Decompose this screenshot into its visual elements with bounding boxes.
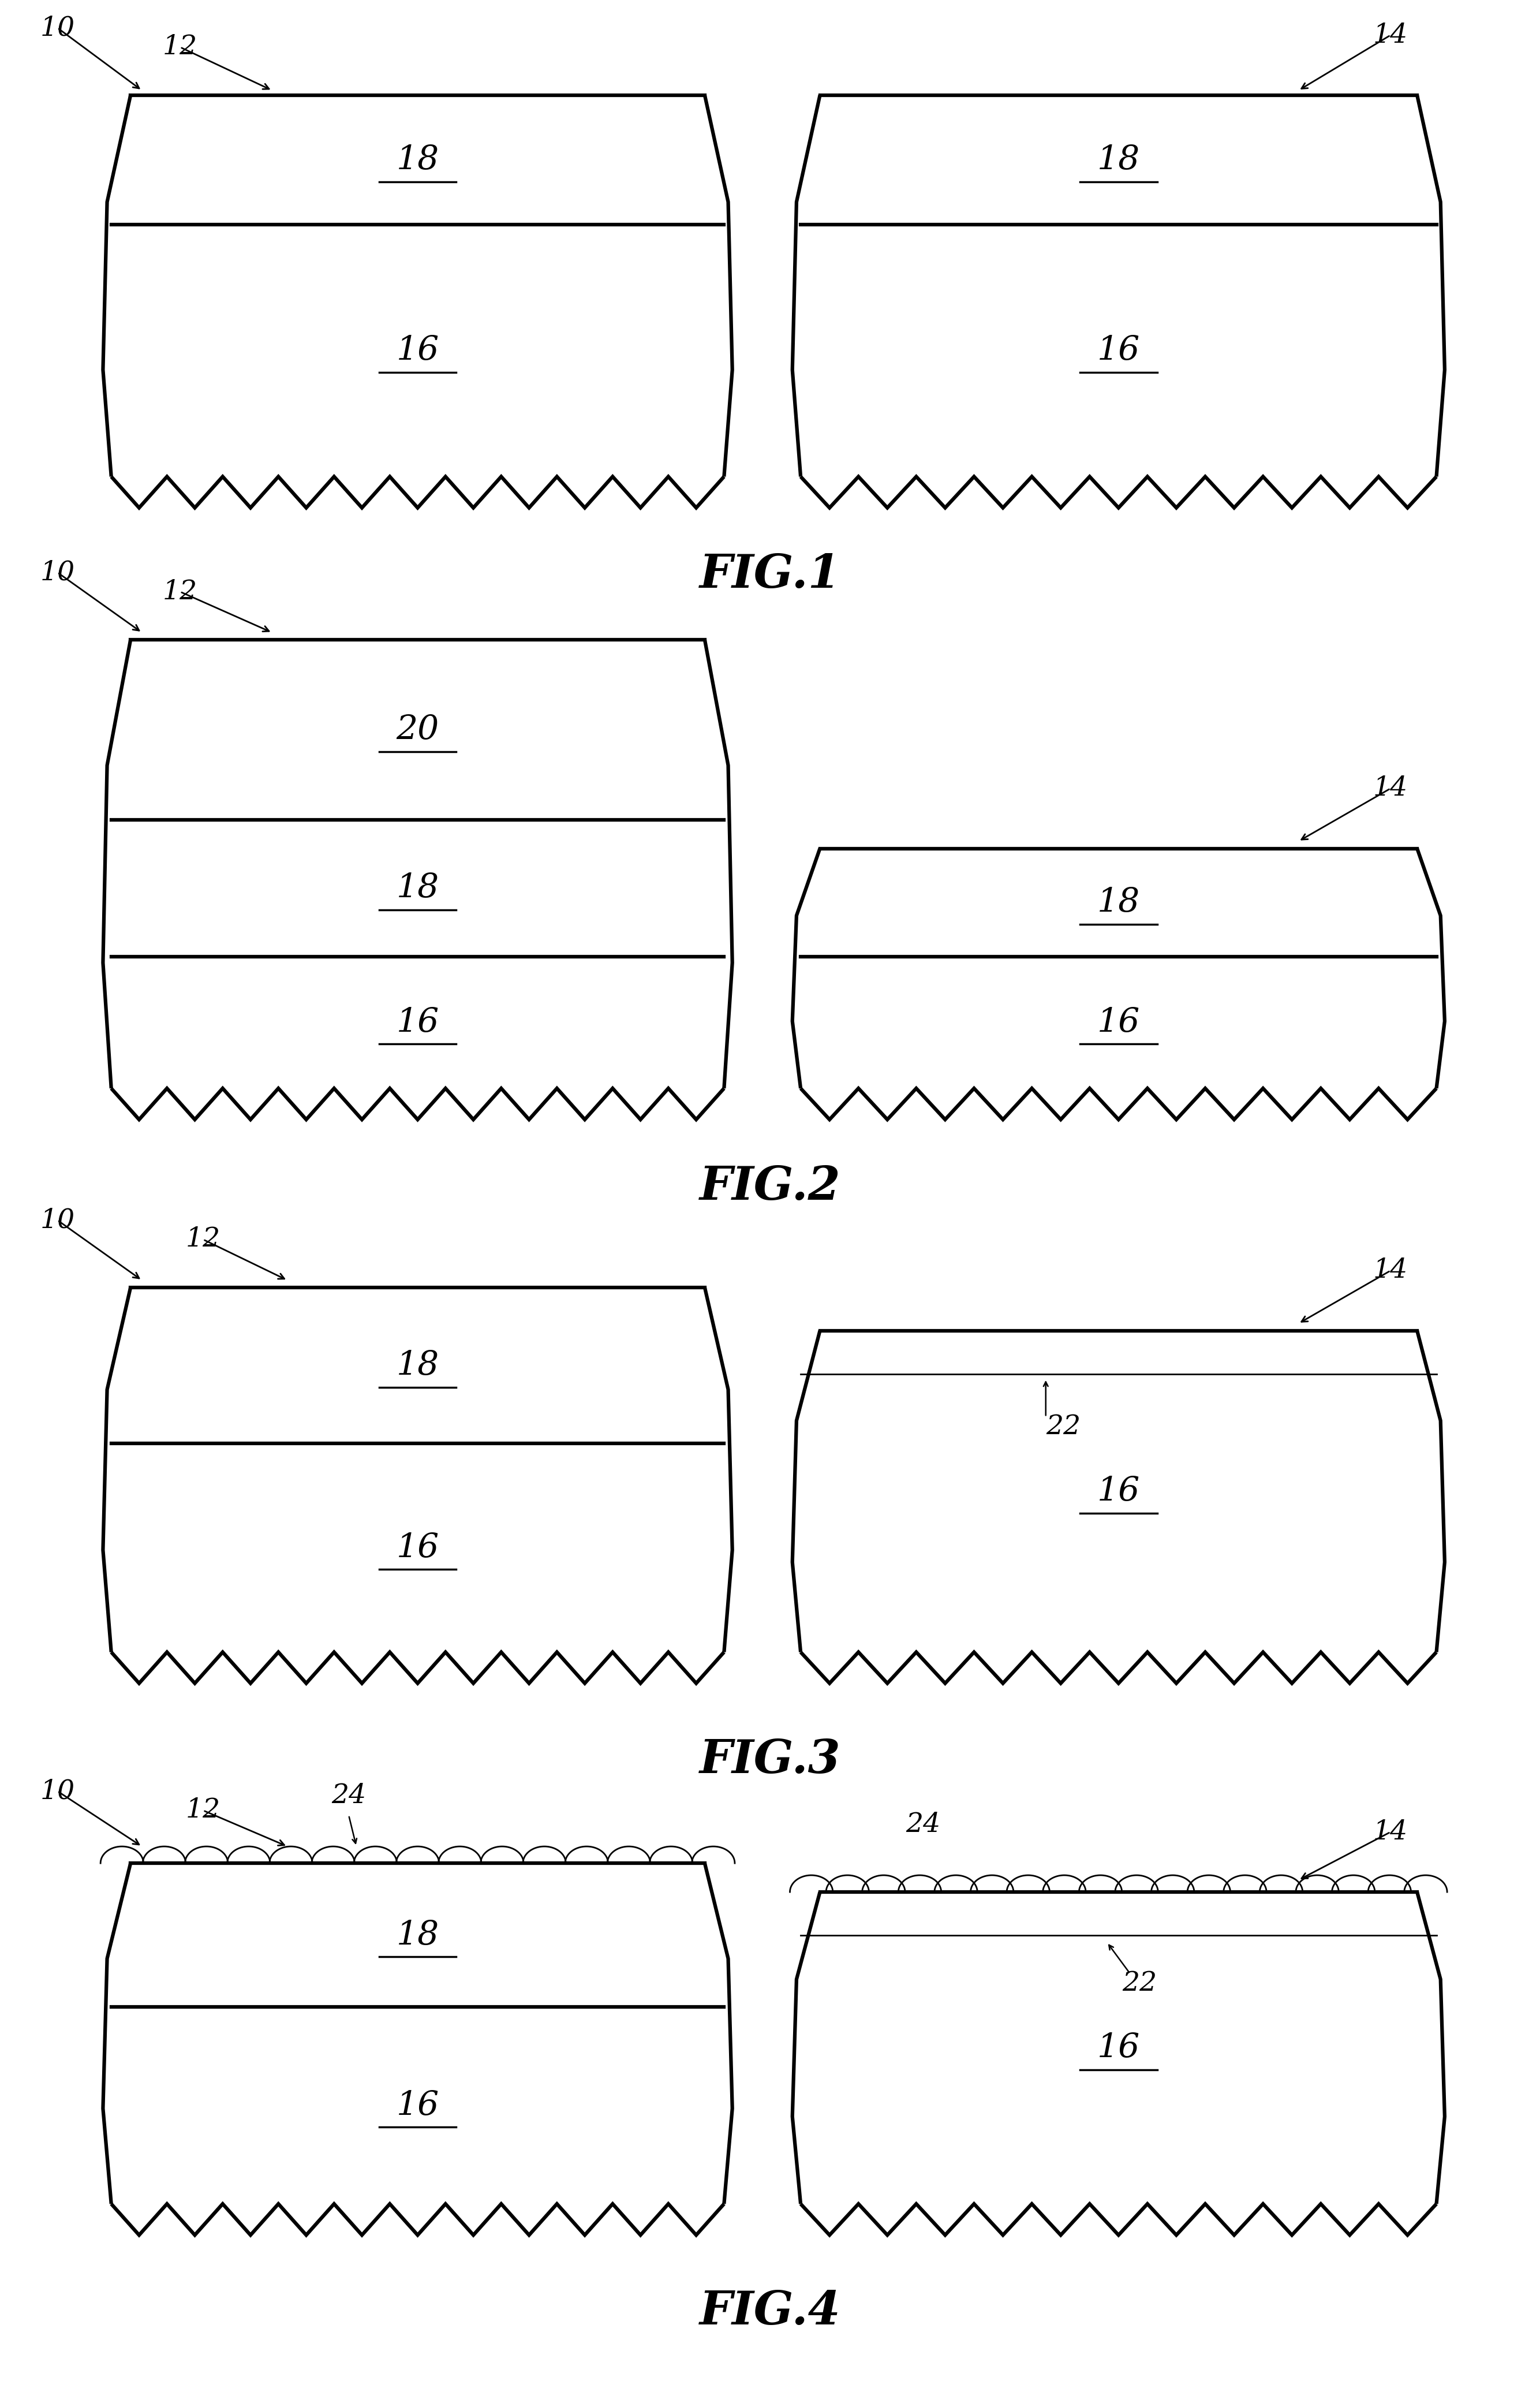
Text: 18: 18: [1096, 144, 1140, 176]
Text: 16: 16: [1096, 1475, 1140, 1507]
Text: 18: 18: [396, 1918, 439, 1952]
Text: 24: 24: [331, 1784, 367, 1810]
Text: FIG.4: FIG.4: [699, 2289, 841, 2335]
Text: 12: 12: [163, 578, 197, 604]
Text: 16: 16: [396, 1006, 439, 1040]
Text: 18: 18: [396, 1348, 439, 1382]
Text: 10: 10: [40, 1208, 75, 1232]
Text: 14: 14: [1374, 22, 1408, 48]
Text: 18: 18: [396, 871, 439, 905]
Text: 14: 14: [1374, 1256, 1408, 1283]
Text: FIG.1: FIG.1: [699, 554, 841, 597]
Text: FIG.3: FIG.3: [699, 1738, 841, 1784]
Text: 24: 24: [906, 1812, 941, 1839]
Text: 22: 22: [1123, 1969, 1157, 1995]
Text: 10: 10: [40, 1779, 75, 1805]
Text: 12: 12: [163, 34, 197, 60]
Text: 16: 16: [1096, 2032, 1140, 2065]
Text: 14: 14: [1374, 775, 1408, 802]
Text: 16: 16: [1096, 335, 1140, 366]
Text: 12: 12: [186, 1798, 220, 1825]
Text: 10: 10: [40, 14, 75, 41]
Text: 20: 20: [396, 712, 439, 746]
Text: 16: 16: [396, 335, 439, 366]
Text: 16: 16: [396, 1531, 439, 1565]
Text: FIG.2: FIG.2: [699, 1165, 841, 1208]
Text: 14: 14: [1374, 1820, 1408, 1846]
Text: 10: 10: [40, 558, 75, 585]
Text: 18: 18: [1096, 886, 1140, 919]
Text: 18: 18: [396, 144, 439, 176]
Text: 22: 22: [1046, 1413, 1081, 1439]
Text: 16: 16: [1096, 1006, 1140, 1040]
Text: 12: 12: [186, 1228, 220, 1252]
Text: 16: 16: [396, 2089, 439, 2123]
